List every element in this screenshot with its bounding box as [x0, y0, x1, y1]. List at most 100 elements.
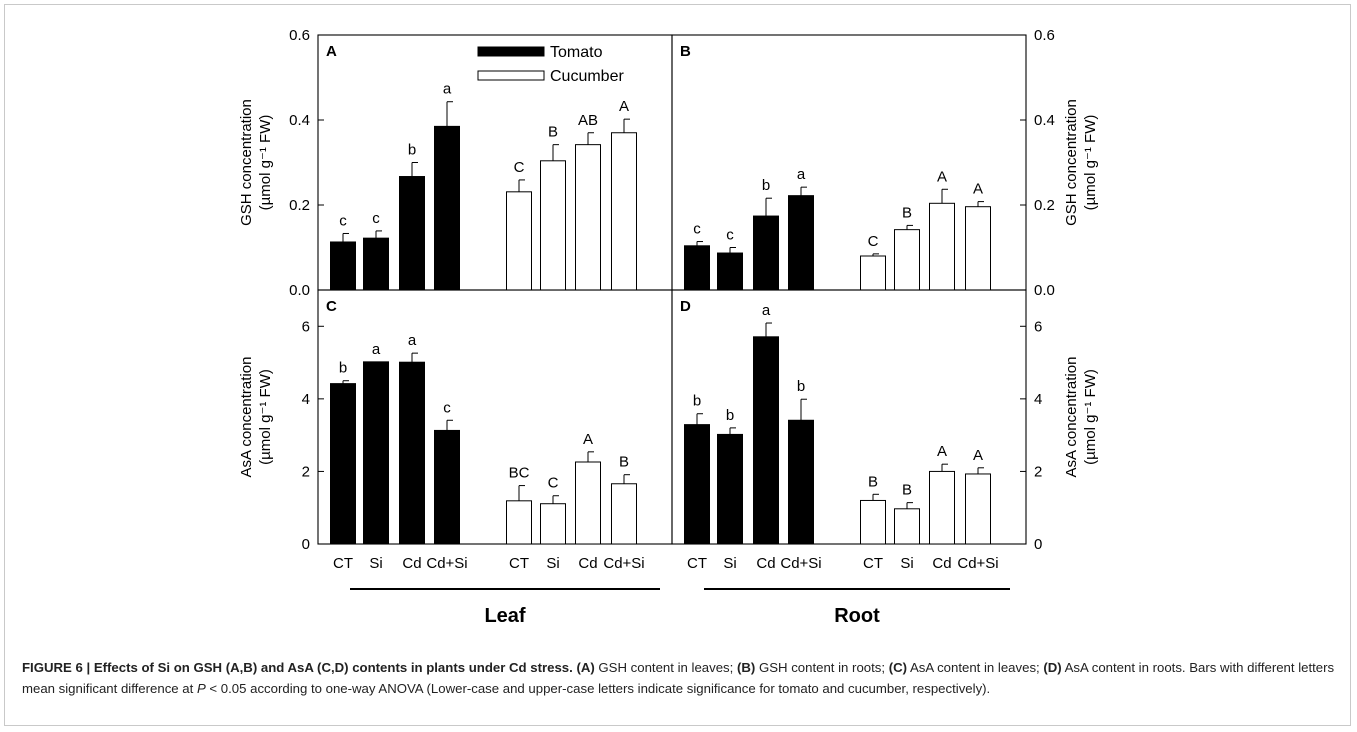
x-tick-label: Si	[723, 555, 736, 572]
significance-letter: c	[726, 227, 734, 244]
y-tick-label: 0.0	[289, 282, 310, 299]
y-axis-title: GSH concentration	[238, 99, 255, 226]
x-tick-label: Cd+Si	[780, 555, 821, 572]
bar-cucumber-cd	[575, 144, 601, 291]
significance-letter: B	[868, 473, 878, 490]
y-axis-title: AsA concentration	[1063, 357, 1080, 478]
figure-frame: A 0.0 0.2 0.4 0.6 GSH concentration (µmol g⁻¹ …	[4, 4, 1351, 726]
significance-letter: C	[514, 159, 525, 176]
significance-letter: a	[762, 302, 771, 319]
caption-part: GSH content in roots;	[755, 660, 889, 675]
bar-cucumber-ct	[860, 499, 886, 545]
x-tick-label: CT	[333, 555, 353, 572]
significance-letter: a	[372, 341, 381, 358]
y-axis-unit: (µmol g⁻¹ FW)	[257, 369, 274, 465]
y-tick-label: 2	[1034, 463, 1042, 480]
bar-cucumber-si	[540, 160, 566, 291]
panel-letter: B	[680, 43, 691, 60]
y-tick-label: 0.4	[1034, 112, 1055, 129]
bar-tomato-ct	[330, 241, 356, 291]
significance-letter: c	[693, 221, 701, 238]
bar-cucumber-cd	[929, 202, 955, 291]
significance-letter: a	[408, 332, 417, 349]
panel-frame	[671, 289, 1027, 545]
bar-tomato-ct	[684, 245, 710, 291]
bar-cucumber-cd	[575, 461, 601, 545]
panel-letter: A	[326, 43, 337, 60]
bar-cucumber-cd-si	[965, 206, 991, 291]
x-tick-label: Cd	[756, 555, 775, 572]
y-tick-label: 2	[302, 463, 310, 480]
bar-tomato-si	[717, 433, 743, 545]
bar-tomato-ct	[684, 424, 710, 545]
significance-letter: b	[726, 407, 734, 424]
significance-letter: B	[619, 454, 629, 471]
y-tick-label: 6	[1034, 318, 1042, 335]
bar-cucumber-cd-si	[611, 483, 637, 545]
bar-cucumber-ct	[506, 191, 532, 291]
significance-letter: A	[937, 443, 947, 460]
significance-letter: c	[443, 399, 451, 416]
bar-cucumber-si	[894, 229, 920, 291]
group-label-root: Root	[834, 605, 880, 627]
figure-caption: FIGURE 6 | Effects of Si on GSH (A,B) an…	[22, 657, 1342, 699]
caption-part: P	[196, 681, 206, 696]
panel-C: C 0 2 4 6 AsA concentration (µmol g⁻¹ FW) b a a c B…	[238, 289, 673, 572]
x-tick-label: Si	[546, 555, 559, 572]
bar-tomato-ct	[330, 383, 356, 545]
significance-letter: b	[339, 360, 347, 377]
panel-letter: C	[326, 298, 337, 315]
caption-part: (C)	[888, 660, 908, 675]
caption-part: (B)	[736, 660, 756, 675]
caption-part: AsA content in leaves;	[907, 660, 1044, 675]
bar-cucumber-ct	[860, 255, 886, 291]
y-axis-unit: (µmol g⁻¹ FW)	[1082, 115, 1099, 211]
significance-letter: b	[408, 142, 416, 159]
bar-tomato-cd-si	[788, 195, 814, 291]
bar-tomato-cd-si	[788, 419, 814, 545]
bar-cucumber-cd-si	[965, 473, 991, 545]
bar-tomato-cd	[753, 336, 779, 545]
y-tick-label: 0.4	[289, 112, 310, 129]
x-tick-label: Cd	[578, 555, 597, 572]
x-tick-label: Cd+Si	[603, 555, 644, 572]
y-axis-title: GSH concentration	[1063, 99, 1080, 226]
significance-letter: A	[973, 447, 983, 464]
caption-part: (D)	[1043, 660, 1062, 675]
caption-label: FIGURE 6 | Effects of Si on GSH (A,B) an…	[22, 660, 573, 675]
caption-part: GSH content in leaves;	[594, 660, 737, 675]
significance-letter: C	[548, 475, 559, 492]
bar-tomato-si	[717, 252, 743, 291]
x-tick-label: CT	[509, 555, 529, 572]
y-axis-unit: (µmol g⁻¹ FW)	[1082, 369, 1099, 465]
x-tick-label: CT	[687, 555, 707, 572]
significance-letter: A	[937, 168, 947, 185]
panel-B: B 0.0 0.2 0.4 0.6 GSH concentration (µmol g⁻¹ …	[671, 27, 1099, 299]
x-tick-label: CT	[863, 555, 883, 572]
bar-cucumber-si	[894, 508, 920, 545]
significance-letter: B	[902, 204, 912, 221]
panel-D: D 0 2 4 6 AsA concentration (µmol g⁻¹ FW) b b a b B…	[671, 289, 1099, 572]
x-tick-label: Si	[369, 555, 382, 572]
group-label-leaf: Leaf	[484, 605, 525, 627]
bar-tomato-si	[363, 361, 389, 545]
y-tick-label: 0.2	[1034, 197, 1055, 214]
y-tick-label: 0.2	[289, 197, 310, 214]
y-axis-title: AsA concentration	[238, 357, 255, 478]
x-tick-label: Cd	[932, 555, 951, 572]
bar-tomato-cd-si	[434, 125, 460, 291]
bar-tomato-cd	[753, 215, 779, 291]
x-tick-label: Cd	[402, 555, 421, 572]
significance-letter: c	[372, 210, 380, 227]
significance-letter: A	[619, 98, 629, 115]
significance-letter: a	[797, 166, 806, 183]
y-tick-label: 6	[302, 318, 310, 335]
bar-cucumber-cd	[929, 470, 955, 545]
y-axis-unit: (µmol g⁻¹ FW)	[257, 115, 274, 211]
significance-letter: BC	[509, 465, 530, 482]
significance-letter: b	[762, 177, 770, 194]
y-tick-label: 4	[1034, 391, 1042, 408]
significance-letter: B	[548, 124, 558, 141]
significance-letter: b	[797, 378, 805, 395]
significance-letter: c	[339, 212, 347, 229]
